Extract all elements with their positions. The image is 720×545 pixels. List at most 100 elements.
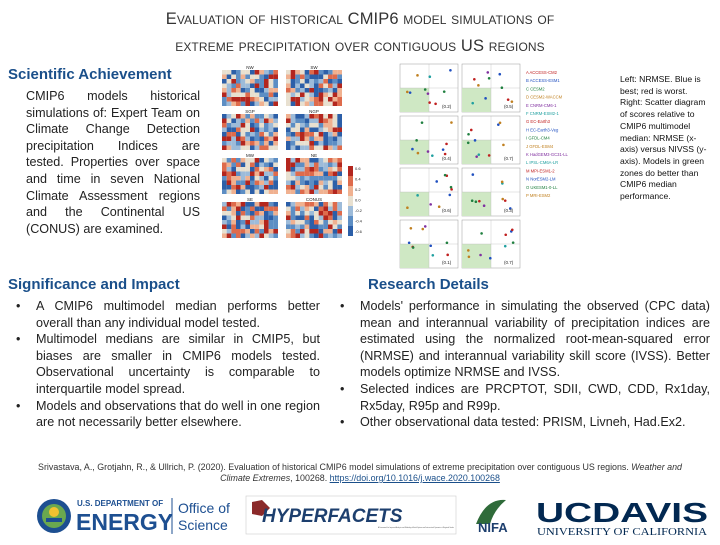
heatmap-cell <box>286 167 291 172</box>
heatmap-cell <box>250 127 255 132</box>
heatmap-cell <box>314 189 319 194</box>
heatmap-cell <box>328 127 333 132</box>
heatmap-cell <box>314 171 319 176</box>
heatmap-cell <box>337 158 342 163</box>
heatmap-cell <box>332 185 338 190</box>
bullet-icon: • <box>340 381 345 396</box>
heatmap-cell <box>295 145 300 150</box>
heatmap-cell <box>323 101 328 106</box>
heatmap-cell <box>295 211 300 216</box>
heatmap-cell <box>273 136 278 141</box>
heatmap-cell <box>236 118 241 123</box>
heatmap-cell <box>323 70 328 75</box>
nrmse-heatmaps: NW SW SGP NGP MW NE SE CONUS 0.6 0.4 0.2 0.0 -0.2 -0.… <box>222 65 363 238</box>
heatmap-panel: NW SW SGP NGP MW NE SE CONUS 0.6 0.4 0.2 0.0 -0.2 -0.… <box>214 62 400 250</box>
scatter-point <box>511 241 515 244</box>
heatmap-cell <box>290 97 296 102</box>
heatmap-cell <box>254 114 260 119</box>
heatmap-cell <box>231 202 236 207</box>
heatmap-cell <box>231 185 236 190</box>
colorbar-segment <box>348 196 353 206</box>
scatter-point <box>480 232 483 235</box>
heatmap-cell <box>337 145 342 150</box>
heatmap-cell <box>314 202 319 207</box>
scatter-point <box>488 256 492 260</box>
heatmap-cell <box>337 171 342 176</box>
heatmap-cell <box>264 127 269 132</box>
heatmap-cell <box>304 211 310 216</box>
heatmap-cell <box>295 114 300 119</box>
heatmap-cell <box>337 127 342 132</box>
heatmap-cell <box>264 185 269 190</box>
heatmap-cell <box>268 180 274 185</box>
heatmap-cell <box>240 233 246 238</box>
heatmap-cell <box>295 97 300 102</box>
heatmap-cell <box>337 92 342 97</box>
heatmap-cell <box>226 202 232 207</box>
heatmap-cell <box>295 224 300 229</box>
heatmap-cell <box>226 101 232 106</box>
scatter-point <box>484 97 487 100</box>
heatmap-cell <box>323 176 328 181</box>
heatmap-cell <box>226 136 232 141</box>
heatmap-cell <box>300 171 305 176</box>
title-line-1: Evaluation of historical CMIP6 model sim… <box>165 10 555 28</box>
heatmap-cell <box>332 83 338 88</box>
model-legend-item: F CNRM-ESM2-1 <box>526 111 559 116</box>
scatter-point <box>487 76 491 80</box>
heatmap-cell <box>240 176 246 181</box>
heatmap-cell <box>222 70 227 75</box>
heatmap-cell <box>323 83 328 88</box>
heatmap-cell <box>290 74 296 79</box>
significance-list: • A CMIP6 multimodel median performs bett… <box>10 298 320 431</box>
heatmap-cell <box>231 83 236 88</box>
model-legend-item: N NorESM2-LM <box>526 177 556 182</box>
heatmap-cell <box>240 74 246 79</box>
bullet-icon: • <box>16 332 21 347</box>
heatmap-cell <box>323 158 328 163</box>
heatmap-cell <box>231 211 236 216</box>
doi-link[interactable]: https://doi.org/10.1016/j.wace.2020.1002… <box>329 473 500 483</box>
hyperfacets-logo: HYPERFACETS A Framework for Improved Ana… <box>245 495 457 535</box>
heatmap-cell <box>328 83 333 88</box>
heatmap-cell <box>245 171 250 176</box>
heatmap-cell <box>309 224 314 229</box>
heatmap-cell <box>273 97 278 102</box>
heatmap-cell <box>250 211 255 216</box>
heatmap-cell <box>328 180 333 185</box>
model-legend-item: M MPI-ESM1-2 <box>526 168 555 173</box>
heatmap-cell <box>268 83 274 88</box>
heatmap-cell <box>314 224 319 229</box>
heatmap-cell <box>328 220 333 225</box>
heatmap-cell <box>222 162 227 167</box>
heatmap-cell <box>268 132 274 137</box>
heatmap-cell <box>286 141 291 146</box>
heatmap-cell <box>254 158 260 163</box>
heatmap-cell <box>309 101 314 106</box>
heatmap-cell <box>332 141 338 146</box>
heatmap-cell <box>236 158 241 163</box>
heatmap-cell <box>240 136 246 141</box>
scatter-point <box>471 101 475 105</box>
heatmap-cell <box>222 141 227 146</box>
scatter-point <box>486 71 490 74</box>
heatmap-cell <box>314 229 319 234</box>
heatmap-cell <box>337 176 342 181</box>
heatmap-cell <box>337 167 342 172</box>
heatmap-cell <box>226 167 232 172</box>
heatmap-cell <box>286 220 291 225</box>
heatmap-cell <box>250 185 255 190</box>
footer-logo-strip: U.S. DEPARTMENT OF ENERGY Office of Scie… <box>37 495 708 538</box>
citation: Srivastava, A., Grotjahn, R., & Ullrich,… <box>38 462 682 483</box>
heatmap-cell <box>222 176 227 181</box>
heatmap-cell <box>300 145 305 150</box>
heatmap-cell <box>245 127 250 132</box>
heatmap-cell <box>332 127 338 132</box>
heatmap-cell <box>304 92 310 97</box>
heatmap-cell <box>323 171 328 176</box>
heatmap-cell <box>290 158 296 163</box>
heatmap-cell <box>314 211 319 216</box>
heatmap-cell <box>268 136 274 141</box>
heatmap-cell <box>259 202 264 207</box>
heatmap-cell <box>273 220 278 225</box>
